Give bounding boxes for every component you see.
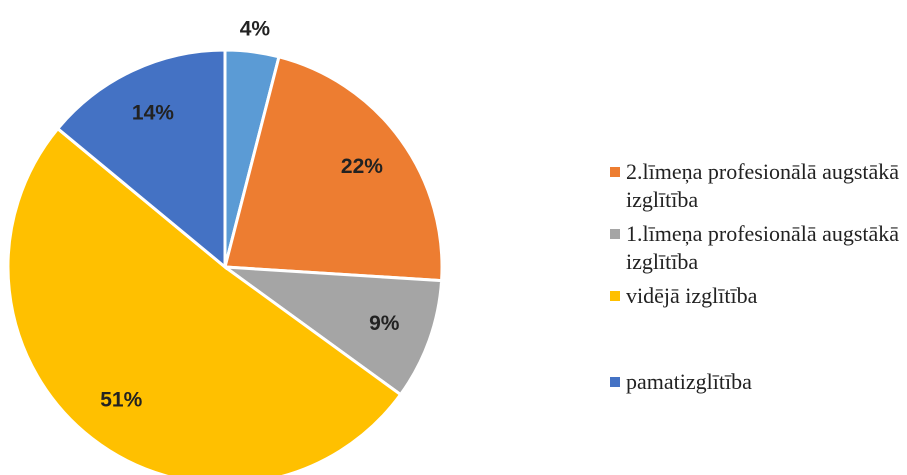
pie-slice: [219, 265, 444, 397]
data-label: 51%: [100, 388, 142, 411]
pie-slice: [223, 54, 444, 283]
pie-slice: [6, 126, 403, 475]
data-label: 22%: [341, 155, 383, 178]
legend-item: pamatizglītība: [610, 368, 900, 396]
legend-label: pamatizglītība: [626, 369, 752, 394]
data-label: 4%: [240, 18, 271, 41]
legend-label: 2.līmeņa profesionālā augstākā izglītība: [626, 159, 900, 212]
legend-swatch: [610, 377, 620, 387]
legend-item: 2.līmeņa profesionālā augstākā izglītība: [610, 158, 900, 214]
legend-swatch: [610, 291, 620, 301]
legend-item: 1.līmeņa profesionālā augstākā izglītība: [610, 220, 900, 276]
data-label: 9%: [369, 312, 400, 335]
legend-swatch: [610, 167, 620, 177]
legend-item: vidējā izglītība: [610, 282, 900, 310]
legend-label: vidējā izglītība: [626, 283, 758, 308]
legend-swatch: [610, 229, 620, 239]
pie-slice: [55, 48, 227, 271]
data-label: 14%: [132, 101, 174, 124]
legend-label: 1.līmeņa profesionālā augstākā izglītība: [626, 221, 900, 274]
